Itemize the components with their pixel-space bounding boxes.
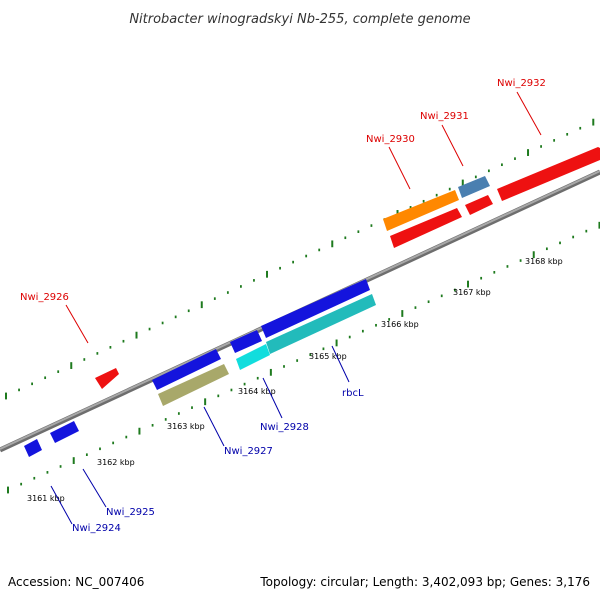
- label-leaders: [50, 91, 542, 525]
- leader-Nwi_2926: [65, 304, 89, 344]
- gene-labels: Nwi_2932 Nwi_2931 Nwi_2930 Nwi_2926 rbcL…: [20, 78, 546, 534]
- gene-rev-2[interactable]: [50, 421, 79, 443]
- gene-fwd-2[interactable]: [383, 190, 459, 231]
- gene-label-rbcL[interactable]: rbcL: [342, 388, 364, 399]
- upper-tick-track: [5, 118, 595, 400]
- kbp-label-3163: 3163 kbp: [167, 422, 205, 431]
- gene-rev-4[interactable]: [158, 364, 229, 406]
- lower-tick-track: [7, 221, 600, 494]
- gene-fwd-4[interactable]: [458, 176, 490, 198]
- gene-fwd-3[interactable]: [390, 208, 462, 248]
- map-title: Nitrobacter winogradskyi Nb-255, complet…: [129, 12, 470, 27]
- kbp-label-3167: 3167 kbp: [453, 288, 491, 297]
- leader-rbcL: [331, 345, 350, 383]
- leader-Nwi_2927: [203, 406, 225, 447]
- gene-label-Nwi_2930[interactable]: Nwi_2930: [366, 134, 415, 145]
- gene-rev-3[interactable]: [152, 349, 221, 390]
- gene-rev-8[interactable]: [266, 294, 376, 354]
- gene-label-Nwi_2928[interactable]: Nwi_2928: [260, 422, 309, 433]
- kbp-label-3165: 3165 kbp: [309, 352, 347, 361]
- gene-label-Nwi_2927[interactable]: Nwi_2927: [224, 446, 273, 457]
- leader-Nwi_2931: [441, 124, 464, 167]
- gene-rev-6[interactable]: [236, 344, 270, 370]
- kbp-label-3162: 3162 kbp: [97, 458, 135, 467]
- gene-label-Nwi_2924[interactable]: Nwi_2924: [72, 523, 121, 534]
- leader-Nwi_2930: [388, 146, 411, 190]
- leader-Nwi_2932: [516, 91, 542, 136]
- gene-label-Nwi_2925[interactable]: Nwi_2925: [106, 507, 155, 518]
- kbp-label-3164: 3164 kbp: [238, 387, 276, 396]
- leader-Nwi_2928: [262, 377, 283, 419]
- gene-label-Nwi_2926[interactable]: Nwi_2926: [20, 292, 69, 303]
- leader-Nwi_2924: [50, 485, 73, 525]
- gene-track: [24, 147, 600, 457]
- topology-summary: Topology: circular; Length: 3,402,093 bp…: [259, 575, 590, 589]
- gene-label-Nwi_2932[interactable]: Nwi_2932: [497, 78, 546, 89]
- gene-fwd-6[interactable]: [497, 147, 600, 201]
- kbp-labels: 3161 kbp 3162 kbp 3163 kbp 3164 kbp 3165…: [27, 257, 563, 503]
- leader-Nwi_2925: [82, 468, 107, 508]
- gene-label-Nwi_2931[interactable]: Nwi_2931: [420, 111, 469, 122]
- accession-text: Accession: NC_007406: [8, 575, 144, 589]
- gene-rev-5[interactable]: [230, 330, 262, 353]
- gene-fwd-5[interactable]: [465, 195, 493, 215]
- kbp-label-3168: 3168 kbp: [525, 257, 563, 266]
- gene-rev-7[interactable]: [261, 279, 370, 338]
- gene-fwd-1[interactable]: [95, 368, 119, 389]
- gene-rev-1[interactable]: [24, 439, 42, 457]
- kbp-label-3161: 3161 kbp: [27, 494, 65, 503]
- kbp-label-3166: 3166 kbp: [381, 320, 419, 329]
